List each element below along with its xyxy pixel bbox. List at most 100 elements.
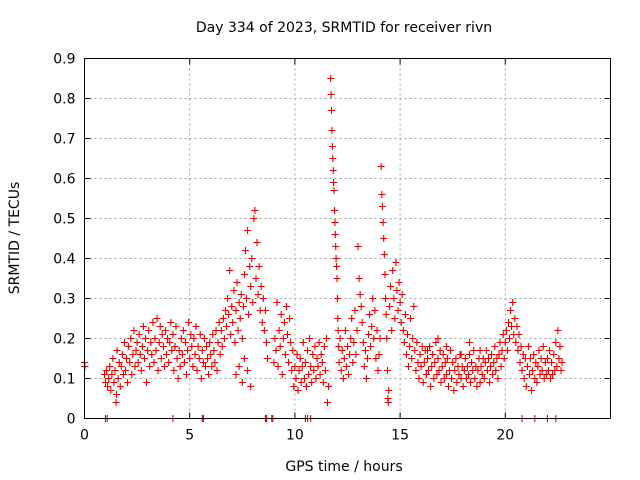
data-point — [223, 323, 230, 330]
data-point — [405, 363, 412, 370]
data-point — [459, 383, 467, 390]
data-point — [558, 359, 566, 366]
data-point — [199, 359, 207, 366]
data-point — [430, 375, 438, 382]
data-point — [263, 339, 270, 346]
data-point — [437, 379, 445, 386]
data-point — [187, 331, 195, 338]
data-point — [314, 363, 322, 370]
data-point — [462, 375, 470, 382]
data-point — [514, 347, 522, 354]
data-point — [450, 387, 458, 394]
data-point — [357, 303, 365, 310]
data-point — [354, 243, 362, 250]
data-point — [333, 275, 341, 282]
data-point — [359, 339, 367, 346]
data-point — [147, 339, 155, 346]
data-point — [118, 351, 126, 358]
data-point — [325, 383, 333, 390]
data-point — [548, 359, 556, 366]
data-point — [257, 283, 265, 290]
data-point — [102, 379, 109, 386]
data-point — [532, 359, 540, 366]
data-point — [204, 355, 212, 362]
data-point — [538, 367, 546, 374]
data-point — [488, 351, 496, 358]
data-point — [516, 359, 524, 366]
data-point — [244, 367, 252, 374]
data-point — [261, 307, 269, 314]
y-tick-label: 0.3 — [53, 292, 75, 308]
data-point — [220, 335, 228, 342]
data-point — [345, 371, 353, 378]
data-point — [433, 371, 441, 378]
data-point — [334, 315, 342, 322]
data-point — [360, 363, 368, 370]
data-point — [473, 383, 481, 390]
data-point — [414, 359, 422, 366]
data-point — [142, 335, 149, 342]
data-point — [245, 311, 253, 318]
data-point — [395, 279, 403, 286]
data-point — [337, 367, 345, 374]
data-point — [407, 315, 415, 322]
data-point — [333, 295, 341, 302]
data-point — [197, 375, 205, 382]
data-point — [428, 363, 436, 370]
data-point — [247, 383, 255, 390]
data-point — [487, 363, 495, 370]
data-point — [463, 363, 471, 370]
data-point — [382, 295, 390, 302]
data-point — [435, 367, 443, 374]
data-point — [344, 343, 351, 350]
data-point — [342, 363, 350, 370]
data-point — [438, 363, 446, 370]
data-point — [226, 267, 234, 274]
data-point — [485, 355, 492, 362]
x-tick-label: 10 — [286, 428, 304, 444]
data-point — [284, 331, 291, 338]
data-point — [143, 379, 151, 386]
data-point — [331, 219, 339, 226]
data-point — [113, 347, 121, 354]
data-point — [333, 263, 341, 270]
data-point — [254, 291, 262, 298]
data-point — [297, 379, 305, 386]
data-point — [381, 271, 389, 278]
data-point — [227, 331, 235, 338]
axis-ticks: 0 0.1 0.2 0.3 0.4 0.5 0.6 0.7 0.8 0.9 0 5 10 15 20 — [53, 52, 611, 444]
data-point — [442, 371, 450, 378]
data-point — [461, 355, 469, 362]
data-point — [134, 359, 142, 366]
x-tick-label: 20 — [496, 428, 514, 444]
data-point — [522, 383, 530, 390]
data-point — [177, 335, 185, 342]
data-point — [531, 375, 539, 382]
data-point — [509, 299, 517, 306]
data-point — [406, 343, 414, 350]
data-point — [191, 351, 199, 358]
data-point — [194, 343, 202, 350]
data-point — [215, 319, 223, 326]
data-point — [530, 351, 538, 358]
x-tick-label: 15 — [391, 428, 409, 444]
data-point — [318, 359, 326, 366]
data-point — [425, 367, 432, 374]
data-point — [148, 351, 156, 358]
data-point — [300, 375, 308, 382]
data-point — [137, 367, 145, 374]
data-point — [248, 255, 256, 262]
data-point — [413, 339, 421, 346]
data-point — [258, 319, 266, 326]
data-point — [225, 311, 233, 318]
data-point — [524, 343, 532, 350]
data-point — [374, 367, 382, 374]
data-point — [328, 143, 336, 150]
data-point — [349, 359, 357, 366]
data-point — [306, 335, 314, 342]
data-point — [393, 287, 401, 294]
data-point — [383, 335, 391, 342]
chart-title: Day 334 of 2023, SRMTID for receiver riv… — [196, 20, 492, 36]
data-point — [442, 343, 450, 350]
data-point — [207, 351, 215, 358]
